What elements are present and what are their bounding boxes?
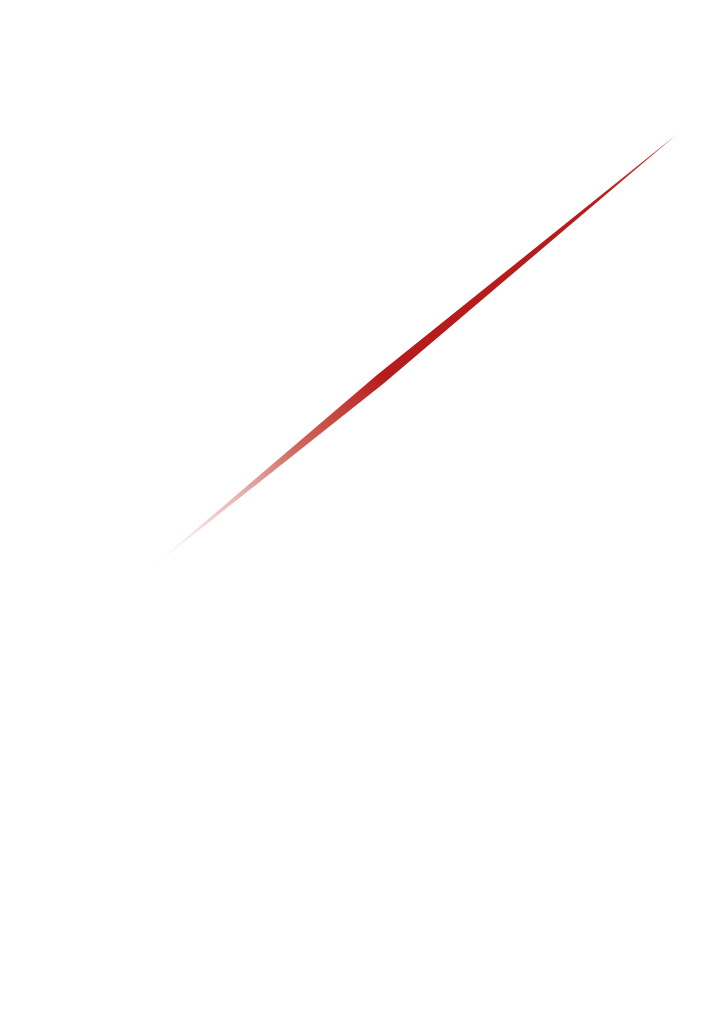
red-streak (145, 135, 676, 573)
